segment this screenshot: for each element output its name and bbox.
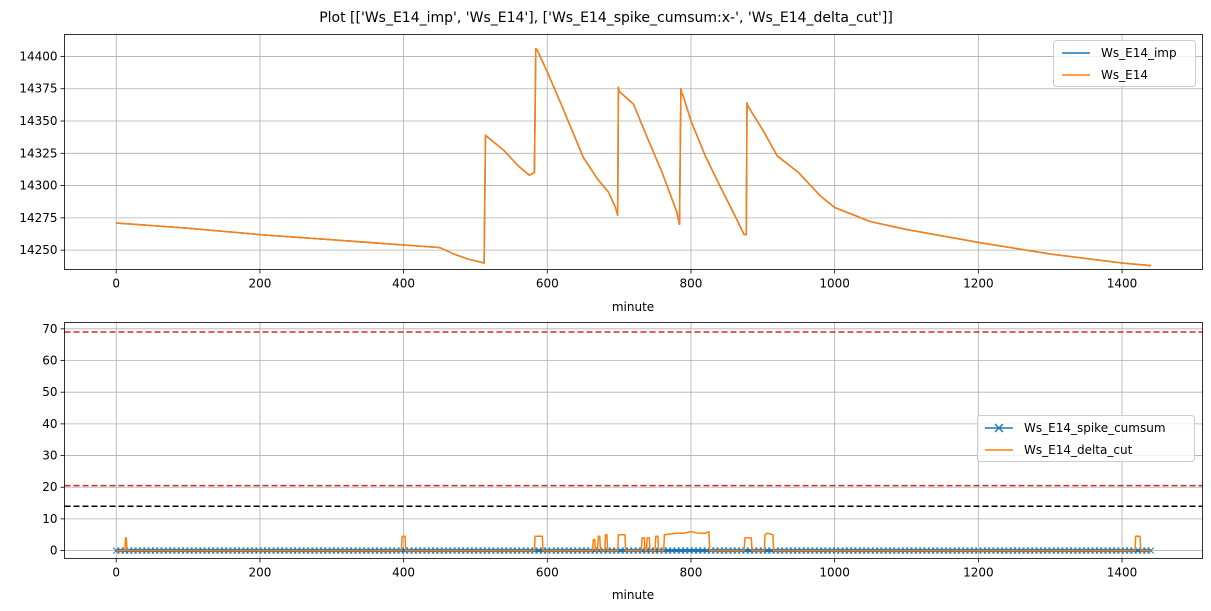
legend-label-ws-e14: Ws_E14 xyxy=(1101,68,1148,82)
legend-label-ws-e14-imp: Ws_E14_imp xyxy=(1101,46,1177,60)
x-tick-label: 0 xyxy=(112,566,120,580)
y-tick-label: 40 xyxy=(42,417,57,431)
series-line-ws-e14-imp xyxy=(116,47,1151,267)
y-tick-label: 70 xyxy=(42,322,57,336)
bottom-series-lines xyxy=(112,530,1155,554)
top-subplot: 0 200 400 600 800 1000 1200 1400 14250 14275 14300… xyxy=(19,34,1203,314)
y-tick-label: 50 xyxy=(42,385,57,399)
figure-title: Plot [['Ws_E14_imp', 'Ws_E14'], ['Ws_E14… xyxy=(319,10,893,26)
x-tick-label: 1000 xyxy=(819,277,850,291)
y-tick-label: 20 xyxy=(42,480,57,494)
x-tick-label: 400 xyxy=(392,566,415,580)
top-ticks: 0 200 400 600 800 1000 1200 1400 14250 14275 14300… xyxy=(19,49,1137,290)
series-line-ws-e14-delta-cut xyxy=(116,530,1151,552)
bottom-threshold-lines xyxy=(64,331,1203,507)
y-tick-label: 14250 xyxy=(19,243,57,257)
bottom-xlabel: minute xyxy=(612,588,654,602)
x-tick-label: 800 xyxy=(680,277,703,291)
y-tick-label: 0 xyxy=(50,544,58,558)
y-tick-label: 14375 xyxy=(19,82,57,96)
legend-label-spike-cumsum: Ws_E14_spike_cumsum xyxy=(1024,421,1166,435)
bottom-ticks: 0 200 400 600 800 1000 1200 1400 0 10 20 30 40 50 60 70 xyxy=(42,322,1137,580)
top-series-lines xyxy=(116,47,1151,267)
bottom-axes-frame xyxy=(64,322,1203,559)
x-tick-label: 800 xyxy=(680,566,703,580)
bottom-subplot: 0 200 400 600 800 1000 1200 1400 0 10 20 30 40 50 60 70… xyxy=(42,322,1203,602)
x-tick-label: 0 xyxy=(112,277,120,291)
y-tick-label: 30 xyxy=(42,449,57,463)
y-tick-label: 14325 xyxy=(19,146,57,160)
y-tick-label: 10 xyxy=(42,512,57,526)
y-tick-label: 14400 xyxy=(19,49,57,63)
x-tick-label: 200 xyxy=(248,566,271,580)
bottom-legend: Ws_E14_spike_cumsum Ws_E14_delta_cut xyxy=(977,415,1195,462)
top-xlabel: minute xyxy=(612,300,654,314)
y-tick-label: 60 xyxy=(42,354,57,368)
legend-marker-spike-cumsum xyxy=(994,423,1004,433)
x-tick-label: 1200 xyxy=(963,277,994,291)
x-tick-label: 600 xyxy=(536,566,559,580)
x-tick-label: 200 xyxy=(248,277,271,291)
legend-label-delta-cut: Ws_E14_delta_cut xyxy=(1024,443,1133,457)
x-tick-label: 1200 xyxy=(963,566,994,580)
x-tick-label: 1400 xyxy=(1107,566,1138,580)
x-tick-label: 1000 xyxy=(819,566,850,580)
top-grid xyxy=(64,34,1203,270)
x-tick-label: 400 xyxy=(392,277,415,291)
x-tick-label: 1400 xyxy=(1107,277,1138,291)
y-tick-label: 14275 xyxy=(19,211,57,225)
y-tick-label: 14350 xyxy=(19,114,57,128)
top-axes-frame xyxy=(64,34,1203,270)
bottom-legend-box xyxy=(977,415,1195,462)
top-legend: Ws_E14_imp Ws_E14 xyxy=(1053,40,1196,87)
y-tick-label: 14300 xyxy=(19,179,57,193)
series-line-ws-e14 xyxy=(116,47,1151,267)
x-tick-label: 600 xyxy=(536,277,559,291)
